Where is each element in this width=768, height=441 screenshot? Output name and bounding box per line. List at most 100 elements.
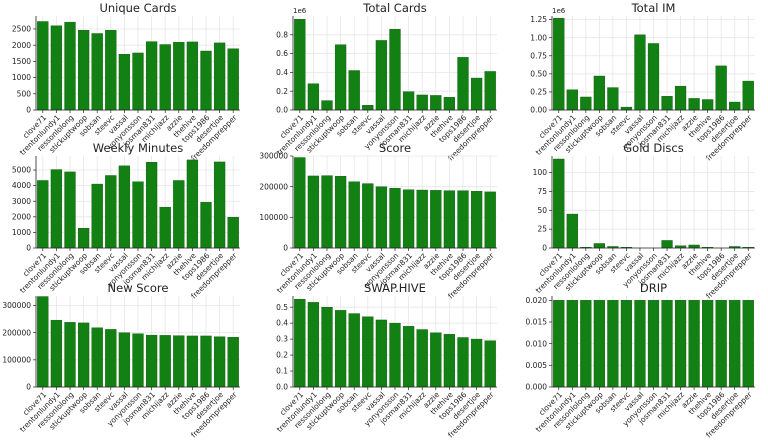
bar-yonyonsson (647, 300, 660, 388)
bar-sobsan (91, 183, 103, 249)
bar-sobsan (91, 327, 103, 388)
y-tick-label: 75 (537, 187, 547, 196)
y-tick-label: 0 (26, 244, 31, 253)
bar-josman831 (145, 41, 158, 111)
panel-total-cards: 0.00.20.40.60.81e6clove71trentonlundy1re… (275, 1, 497, 163)
bar-michijazz (159, 206, 171, 249)
bar-sobsan (607, 87, 619, 111)
bar-trentonlundy1 (307, 83, 320, 111)
y-tick-label: 100 (533, 168, 548, 177)
y-tick-label: 0.0 (276, 106, 288, 115)
bar-clove71 (37, 21, 49, 111)
bar-trentonlundy1 (50, 169, 63, 249)
bar-ressonlolong (64, 21, 76, 111)
bar-thehive (702, 300, 714, 388)
bar-clove71 (294, 19, 306, 111)
bar-trentonlundy1 (566, 89, 578, 111)
bar-clove71 (553, 17, 565, 111)
bar-vassal (634, 34, 646, 111)
bar-azzie (688, 244, 700, 249)
bar-steevc (620, 106, 633, 111)
bar-ressonlolong (64, 171, 76, 249)
chart-title: Gold Discs (623, 141, 683, 155)
bar-thehive (443, 97, 456, 111)
y-tick-label: 0.1 (276, 367, 288, 376)
chart-title: Total IM (631, 1, 676, 15)
bar-vassal (375, 319, 388, 388)
bar-josman831 (402, 91, 415, 111)
bar-freedomprepper (484, 340, 496, 388)
bar-sobsan (91, 33, 103, 111)
bar-steevc (362, 183, 374, 249)
bar-clove71 (37, 180, 49, 249)
y-tick-label: 0.0 (276, 383, 288, 392)
bar-josman831 (402, 189, 415, 249)
bar-sobsan (348, 313, 360, 388)
bar-desertjoe (729, 101, 741, 111)
bar-trentonlundy1 (566, 300, 578, 388)
y-tick-label: 0.25 (530, 88, 547, 97)
bar-ressonlolong (321, 175, 333, 249)
bar-trentonlundy1 (50, 319, 63, 388)
y-tick-label: 0.005 (526, 361, 548, 370)
bar-azzie (173, 180, 185, 249)
y-tick-label: 0 (283, 244, 288, 253)
bar-clove71 (294, 298, 306, 388)
bar-stickuptwoop (593, 243, 605, 249)
axis-multiplier: 1e6 (293, 7, 307, 15)
bar-ressonlolong (321, 306, 333, 388)
y-tick-label: 500 (17, 89, 32, 98)
y-tick-label: 0.015 (526, 318, 548, 327)
bar-michijazz (674, 300, 687, 388)
bar-trentonlundy1 (307, 302, 320, 388)
bar-josman831 (661, 300, 673, 388)
y-tick-label: 0.5 (276, 303, 288, 312)
bar-clove71 (294, 157, 306, 249)
y-tick-label: 0.2 (276, 351, 288, 360)
bar-stickuptwoop (334, 44, 347, 111)
bar-vassal (634, 300, 646, 388)
y-tick-label: 2000 (12, 41, 31, 50)
y-tick-label: 0.00 (530, 106, 547, 115)
bar-josman831 (145, 162, 158, 249)
y-tick-label: 50 (537, 206, 547, 215)
bar-michijazz (159, 44, 171, 111)
bar-trentonlundy1 (566, 213, 578, 249)
y-tick-label: 0 (26, 383, 31, 392)
y-tick-label: 200000 (2, 328, 31, 337)
bar-michijazz (416, 329, 428, 388)
bar-josman831 (661, 96, 673, 111)
panel-gold-discs: 0255075100clove71trentonlundy1ressonlolo… (533, 141, 755, 301)
panel-weekly-minutes: 010002000300040005000clove71trentonlundy… (12, 141, 240, 301)
bar-steevc (362, 105, 374, 111)
bar-yonyonsson (647, 43, 660, 111)
bar-thehive (443, 334, 456, 388)
panel-swap-hive: 0.00.10.20.30.40.5clove71trentonlundy1re… (275, 281, 497, 440)
bar-azzie (688, 98, 700, 111)
bar-freedomprepper (742, 80, 754, 111)
bar-ressonlolong (580, 96, 592, 111)
y-tick-label: 300000 (2, 301, 31, 310)
bar-thehive (186, 335, 199, 388)
bar-trentonlundy1 (50, 25, 63, 111)
bar-desertjoe (470, 191, 483, 249)
bar-freedomprepper (227, 217, 239, 249)
y-tick-label: 0.50 (530, 69, 547, 78)
bar-azzie (688, 300, 700, 388)
y-tick-label: 4000 (12, 181, 31, 190)
bar-freedomprepper (742, 300, 754, 388)
bar-tops1986 (715, 300, 727, 388)
y-tick-label: 1000 (12, 73, 31, 82)
y-tick-label: 0 (542, 244, 547, 253)
bar-desertjoe (470, 338, 483, 388)
bar-sobsan (607, 300, 619, 388)
bar-azzie (430, 190, 442, 249)
axis-multiplier: 1e6 (552, 7, 566, 15)
chart-title: Total Cards (362, 1, 426, 15)
bar-yonyonsson (389, 28, 401, 111)
bar-desertjoe (729, 300, 741, 388)
bar-michijazz (674, 85, 687, 111)
y-tick-label: 0.6 (276, 49, 288, 58)
bar-freedomprepper (227, 337, 239, 388)
